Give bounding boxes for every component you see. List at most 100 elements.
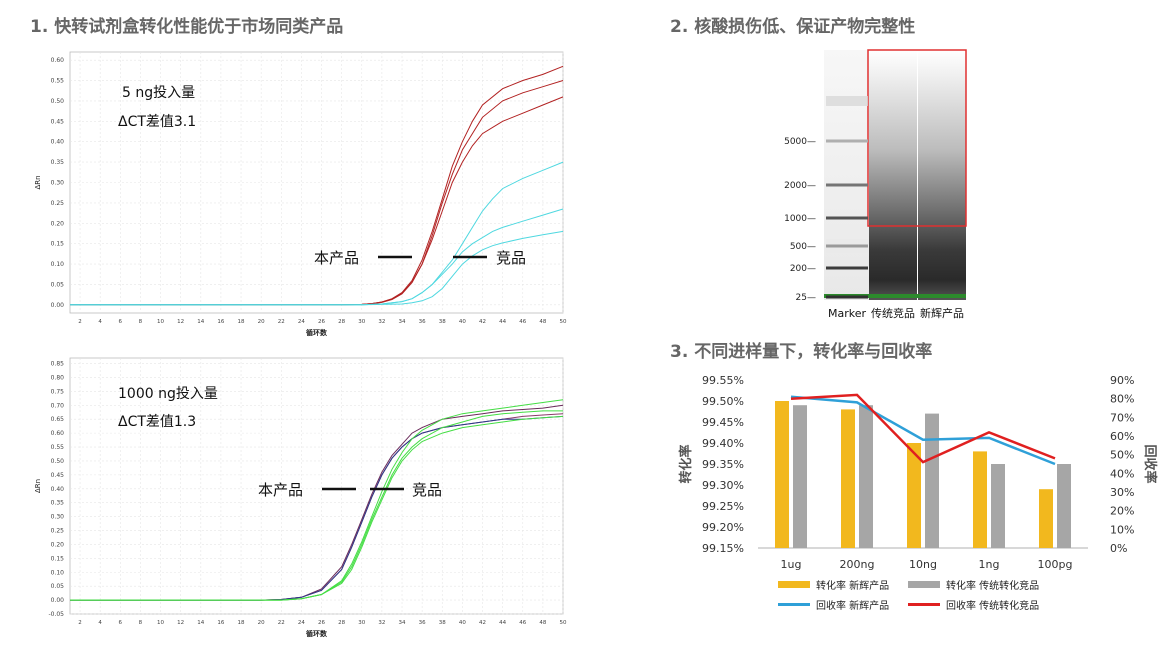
y-tick-label: 0.75 xyxy=(51,388,65,395)
y-tick-label: 0.40 xyxy=(51,486,65,493)
x-tick-label: 4 xyxy=(98,319,102,325)
x-tick-label: 1ng xyxy=(979,558,1000,571)
y-tick-label: 0.45 xyxy=(51,472,65,479)
marker-band xyxy=(826,139,868,143)
marker-size-label: 200— xyxy=(790,264,816,274)
y2-tick-label: 10% xyxy=(1110,523,1134,536)
label-competitor: 竞品 xyxy=(412,481,442,499)
legend-swatch xyxy=(778,581,810,588)
marker-band xyxy=(826,216,868,220)
x-tick-label: 50 xyxy=(560,319,567,325)
y-tick-label: 99.50% xyxy=(702,395,744,408)
x-tick-label: 28 xyxy=(338,319,345,325)
x-tick-label: 30 xyxy=(358,319,365,325)
y-tick-label: 0.05 xyxy=(51,583,65,590)
y-tick-label: 0.20 xyxy=(51,220,65,227)
x-tick-label: 16 xyxy=(217,319,224,325)
y-tick-label: 0.35 xyxy=(51,500,65,507)
x-tick-label: 18 xyxy=(238,620,245,626)
marker-band xyxy=(826,183,868,187)
x-tick-label: 38 xyxy=(439,620,446,626)
y-tick-label: 0.40 xyxy=(51,139,65,146)
x-tick-label: 34 xyxy=(399,620,406,626)
y-tick-label: 0.10 xyxy=(51,569,65,576)
y2-tick-label: 60% xyxy=(1110,430,1134,443)
lane-label: Marker xyxy=(828,307,866,320)
conversion-recovery-chart: 99.55% 99.50% 99.45% 99.40% 99.35% 99.30% 99.2… xyxy=(678,374,1158,612)
highlight-box xyxy=(867,49,967,227)
x-tick-label: 36 xyxy=(419,319,426,325)
x-tick-label: 40 xyxy=(459,620,466,626)
label-competitor: 竞品 xyxy=(496,249,526,267)
bar xyxy=(991,464,1005,548)
y-tick-label: 99.30% xyxy=(702,479,744,492)
y-tick-label: 0.60 xyxy=(51,57,65,64)
y-tick-label: 0.35 xyxy=(51,159,65,166)
marker-band xyxy=(826,96,868,106)
y-tick-label: 0.55 xyxy=(51,78,65,85)
y-tick-label: 99.25% xyxy=(702,500,744,513)
y-tick-label: 0.15 xyxy=(51,241,65,248)
x-tick-label: 26 xyxy=(318,319,325,325)
x-tick-label: 22 xyxy=(278,319,285,325)
x-tick-label: 34 xyxy=(399,319,406,325)
x-tick-label: 4 xyxy=(98,620,102,626)
recovery-line xyxy=(790,393,1056,464)
x-tick-label: 44 xyxy=(499,620,506,626)
lane-competitor xyxy=(869,50,917,300)
section-title-2: 2. 核酸损伤低、保证产物完整性 xyxy=(670,17,916,37)
x-tick-label: 100pg xyxy=(1038,558,1073,571)
marker-size-label: 2000— xyxy=(784,181,816,191)
amplification-chart-5ng: ΔRn 0.00 0.05 0.10 0.15 0.20 0.25 0.30 0.35 0.40… xyxy=(34,51,567,337)
dye-front xyxy=(824,294,966,298)
y-tick-label: 0.30 xyxy=(51,180,65,187)
bar xyxy=(973,451,987,548)
y-tick-label: 0.00 xyxy=(51,597,65,604)
section-title-1: 1. 快转试剂盒转化性能优于市场同类产品 xyxy=(30,17,344,37)
y-tick-label: 0.05 xyxy=(51,281,65,288)
x-tick-label: 10ng xyxy=(909,558,937,571)
x-tick-label: 44 xyxy=(499,319,506,325)
note-delta-ct: ΔCT差值1.3 xyxy=(118,414,196,430)
x-tick-label: 48 xyxy=(539,620,546,626)
x-tick-label: 18 xyxy=(238,319,245,325)
x-tick-label: 200ng xyxy=(840,558,875,571)
y-axis-label: ΔRn xyxy=(34,175,42,189)
y-tick-label: 0.55 xyxy=(51,444,65,451)
x-tick-label: 36 xyxy=(419,620,426,626)
plot-area xyxy=(69,51,564,314)
y-tick-label: 0.50 xyxy=(51,98,65,105)
x-tick-label: 24 xyxy=(298,620,305,626)
x-tick-label: 26 xyxy=(318,620,325,626)
y-tick-label: 0.85 xyxy=(51,361,65,368)
x-tick-label: 10 xyxy=(157,620,164,626)
lane-new-product xyxy=(918,50,966,300)
y-tick-label: 0.20 xyxy=(51,541,65,548)
y2-tick-label: 40% xyxy=(1110,467,1134,480)
x-tick-label: 20 xyxy=(258,319,265,325)
y2-tick-label: 0% xyxy=(1110,542,1127,555)
plot-area xyxy=(69,357,564,615)
x-tick-label: 40 xyxy=(459,319,466,325)
y-tick-label: 0.15 xyxy=(51,555,65,562)
x-tick-label: 14 xyxy=(197,319,204,325)
y2-axis-label: 回收率 xyxy=(1142,444,1158,483)
marker-band xyxy=(826,295,868,299)
bar xyxy=(1057,464,1071,548)
amplification-chart-1000ng: -0.05 0.00 0.05 0.10 0.15 0.20 0.25 0.30 0.35 0.4… xyxy=(34,357,567,638)
lane-label: 传统竞品 xyxy=(871,306,915,320)
legend-label: 转化率 传统转化竞品 xyxy=(946,579,1039,592)
recovery-line xyxy=(790,395,1056,466)
bar xyxy=(1039,489,1053,548)
x-tick-label: 16 xyxy=(217,620,224,626)
x-tick-label: 46 xyxy=(519,319,526,325)
x-tick-label: 12 xyxy=(177,620,184,626)
x-axis-label: 循环数 xyxy=(306,629,328,638)
x-axis-label: 循环数 xyxy=(306,328,328,337)
x-tick-label: 30 xyxy=(358,620,365,626)
x-tick-label: 22 xyxy=(278,620,285,626)
x-tick-label: 46 xyxy=(519,620,526,626)
marker-size-label: 5000— xyxy=(784,137,816,147)
y-tick-label: 0.10 xyxy=(51,261,65,268)
y-tick-label: 0.70 xyxy=(51,402,65,409)
